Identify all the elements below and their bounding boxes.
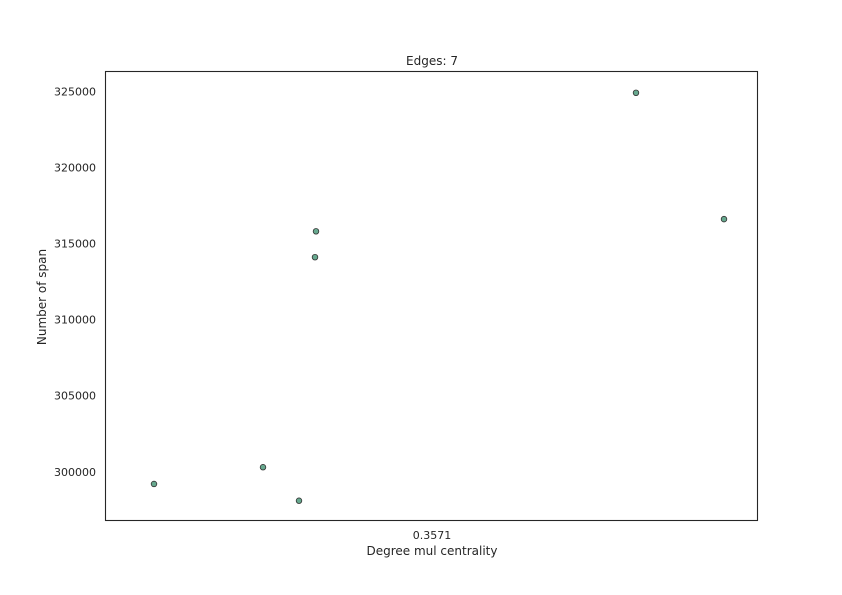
data-point (259, 464, 267, 471)
y-tick-label: 305000 (54, 390, 96, 403)
y-tick-label: 300000 (54, 466, 96, 479)
data-point (311, 253, 319, 261)
y-tick-label: 310000 (54, 314, 96, 327)
y-axis-label: Number of span (35, 249, 49, 345)
data-points (150, 89, 728, 504)
data-point (295, 497, 303, 504)
x-axis-label: Degree mul centrality (367, 544, 498, 558)
data-point (312, 228, 320, 235)
y-tick-label: 315000 (54, 237, 96, 250)
y-tick-label: 320000 (54, 161, 96, 174)
y-tick-label: 325000 (54, 85, 96, 98)
data-point (632, 89, 640, 97)
y-axis-ticks: 300000 305000 310000 315000 320000 325000 (54, 85, 96, 479)
plot-frame (104, 70, 759, 522)
data-point (150, 480, 158, 488)
x-tick-label: 0.3571 (413, 529, 452, 542)
chart-title: Edges: 7 (406, 54, 458, 68)
data-point (720, 215, 728, 223)
